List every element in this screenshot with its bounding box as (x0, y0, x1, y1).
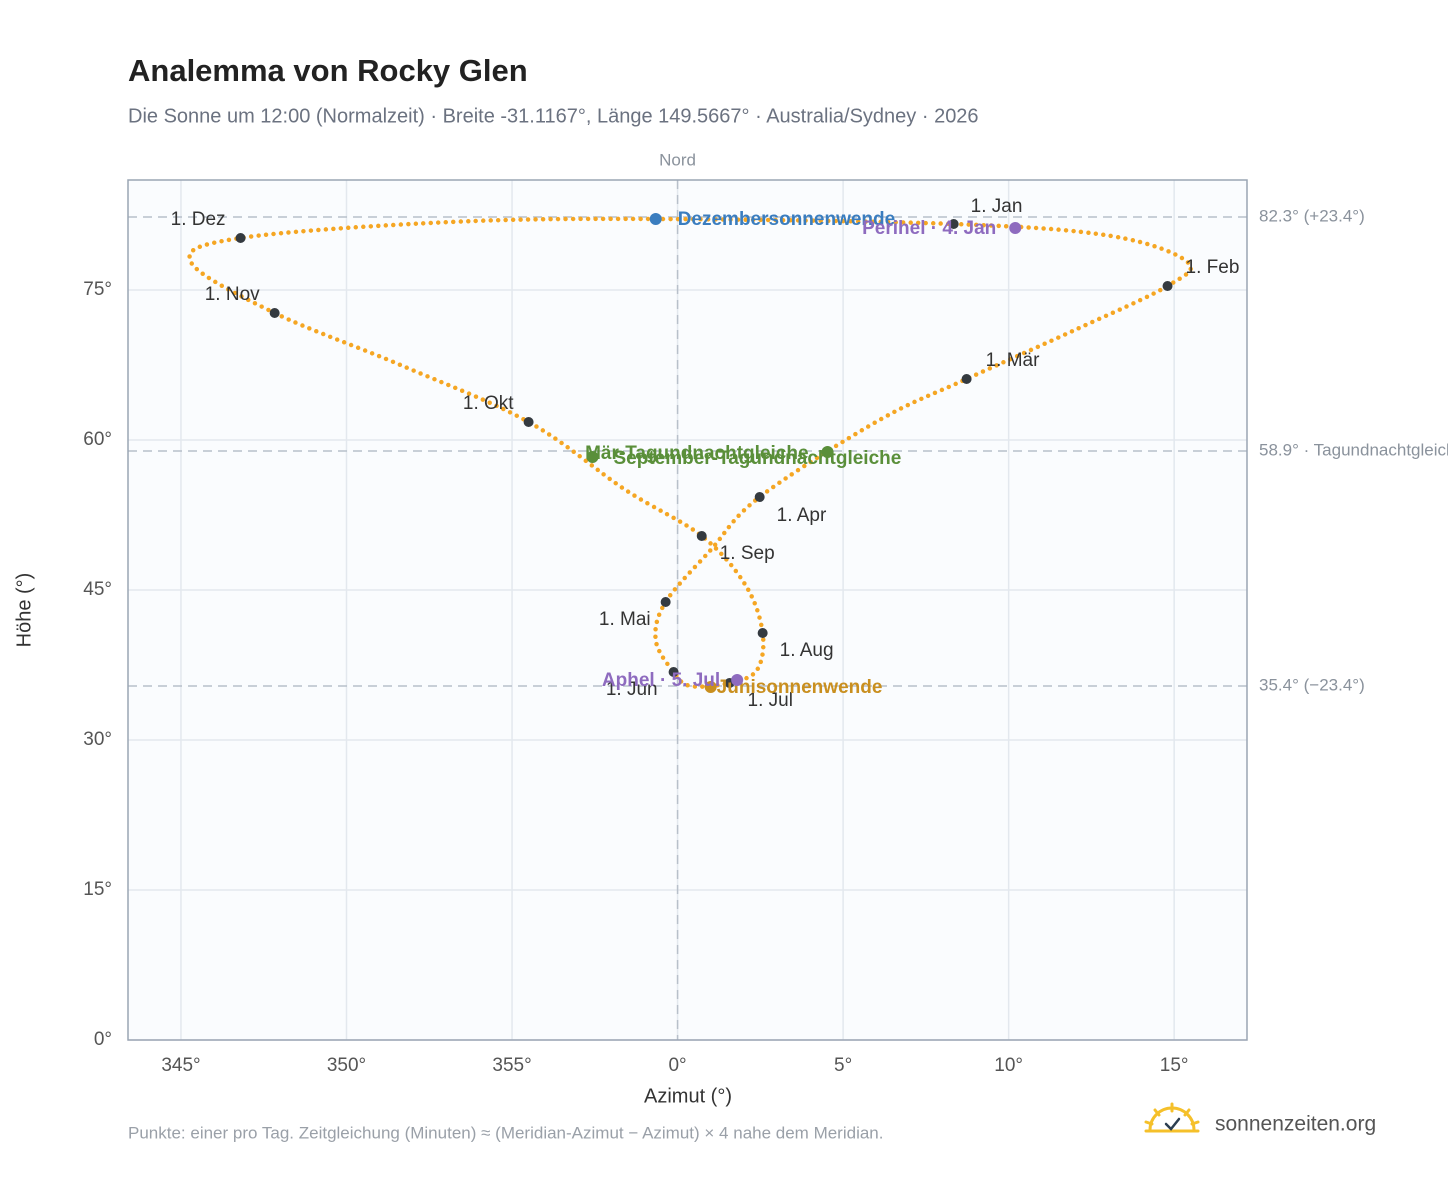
event-label: Perihel · 4. Jan (862, 218, 996, 239)
chart-title: Analemma von Rocky Glen (128, 53, 528, 88)
month-label: 1. Nov (205, 284, 260, 305)
month-label: 1. Jul (748, 690, 793, 711)
x-axis-label: Azimut (°) (644, 1085, 732, 1107)
month-label: 1. Apr (777, 505, 827, 526)
reference-label: 35.4° (−23.4°) (1259, 675, 1365, 694)
month-label: 1. Sep (720, 543, 775, 564)
x-tick-label: 350° (327, 1055, 366, 1076)
month-label: 1. Dez (171, 209, 226, 230)
month-marker (757, 628, 768, 638)
y-tick-label: 75° (83, 279, 112, 300)
month-marker (754, 492, 765, 502)
y-axis-label: Höhe (°) (13, 573, 35, 648)
month-marker (961, 374, 972, 384)
event-marker (731, 674, 744, 686)
chart-subtitle: Die Sonne um 12:00 (Normalzeit) · Breite… (128, 105, 979, 127)
x-tick-label: 10° (994, 1055, 1023, 1076)
brand-logo (1144, 1102, 1200, 1133)
y-tick-label: 0° (94, 1029, 112, 1050)
month-label: 1. Mai (599, 609, 651, 630)
reference-label: 58.9° · Tagundnachtgleiche (1259, 440, 1448, 459)
meridian-label: Nord (659, 150, 696, 169)
y-tick-label: 60° (83, 429, 112, 450)
month-marker (523, 417, 534, 427)
brand: sonnenzeiten.org (1215, 1113, 1376, 1136)
analemma-path (187, 216, 1194, 689)
reference-label: 82.3° (+23.4°) (1259, 206, 1365, 225)
y-tick-label: 30° (83, 729, 112, 750)
month-label: 1. Okt (463, 393, 514, 414)
month-marker (660, 597, 671, 607)
x-tick-label: 345° (161, 1055, 200, 1076)
event-label: Junisonnenwende (717, 677, 883, 698)
event-label: September-Tagundnachtgleiche (613, 448, 901, 469)
event-marker (649, 213, 662, 225)
event-marker (1009, 222, 1022, 234)
plot-area (128, 180, 1247, 1040)
y-tick-label: 45° (83, 579, 112, 600)
month-marker (668, 667, 679, 677)
month-marker (1162, 281, 1173, 291)
month-label: 1. Mär (986, 350, 1041, 371)
plot-layer: 1. Jan 1. Feb 1. Mär 1. Apr 1. Mai 1. Jun 1. J… (128, 180, 1247, 1041)
month-label: 1. Aug (780, 640, 834, 661)
month-label: 1. Jun (606, 679, 658, 700)
month-marker (948, 219, 959, 229)
event-marker (704, 681, 717, 693)
month-marker (696, 531, 707, 541)
footnote: Punkte: einer pro Tag. Zeitgleichung (Mi… (128, 1123, 884, 1142)
event-marker (821, 446, 834, 458)
plot-frame (127, 179, 1248, 1041)
x-tick-label: 355° (492, 1055, 531, 1076)
month-marker (235, 233, 246, 243)
x-tick-label: 0° (668, 1055, 686, 1076)
x-tick-label: 5° (834, 1055, 852, 1076)
event-label: Mär-Tagundnachtgleiche (585, 443, 808, 464)
month-label: 1. Feb (1186, 257, 1240, 278)
month-marker (269, 308, 280, 318)
event-label: Dezembersonnenwende (678, 209, 896, 230)
y-tick-label: 15° (83, 879, 112, 900)
event-marker (586, 451, 599, 463)
month-label: 1. Jan (971, 196, 1023, 217)
event-label: Aphel · 5. Jul (602, 670, 720, 691)
x-tick-label: 15° (1160, 1055, 1189, 1076)
